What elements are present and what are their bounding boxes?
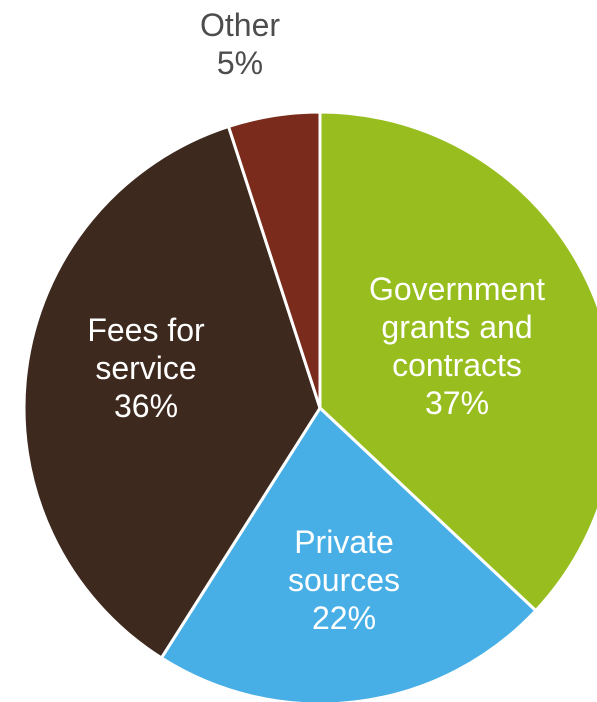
pie-slice-label-line-0-0: Government <box>369 271 545 307</box>
pie-slice-3 <box>227 110 322 410</box>
pie-slice-label-line-0-2: contracts <box>392 347 522 383</box>
pie-slice-label-line-3-0: Other <box>200 7 280 43</box>
pie-slice-label-1: Private sources 22% <box>288 524 400 636</box>
pie-slice-value-0: 37% <box>425 385 489 421</box>
pie-slice-value-2: 36% <box>114 388 178 424</box>
pie-slice-label-2: Fees for service 36% <box>87 312 205 424</box>
pie-slice-label-line-2-1: service <box>95 350 196 386</box>
pie-slice-label-3: Other 5% <box>200 7 280 81</box>
pie-slice-label-line-0-1: grants and <box>381 309 532 345</box>
pie-slice-value-3: 5% <box>217 45 263 81</box>
pie-slice-label-0: Government grants and contracts 37% <box>369 271 545 421</box>
pie-slice-label-line-1-0: Private <box>294 524 394 560</box>
pie-labels: Government grants and contracts 37%Private s… <box>87 7 545 636</box>
pie-slice-value-1: 22% <box>312 600 376 636</box>
pie-slice-label-line-2-0: Fees for <box>87 312 205 348</box>
pie-slice-0 <box>318 110 597 613</box>
pie-slices <box>22 110 597 702</box>
pie-slice-2 <box>22 124 322 660</box>
pie-slice-label-line-1-1: sources <box>288 562 400 598</box>
